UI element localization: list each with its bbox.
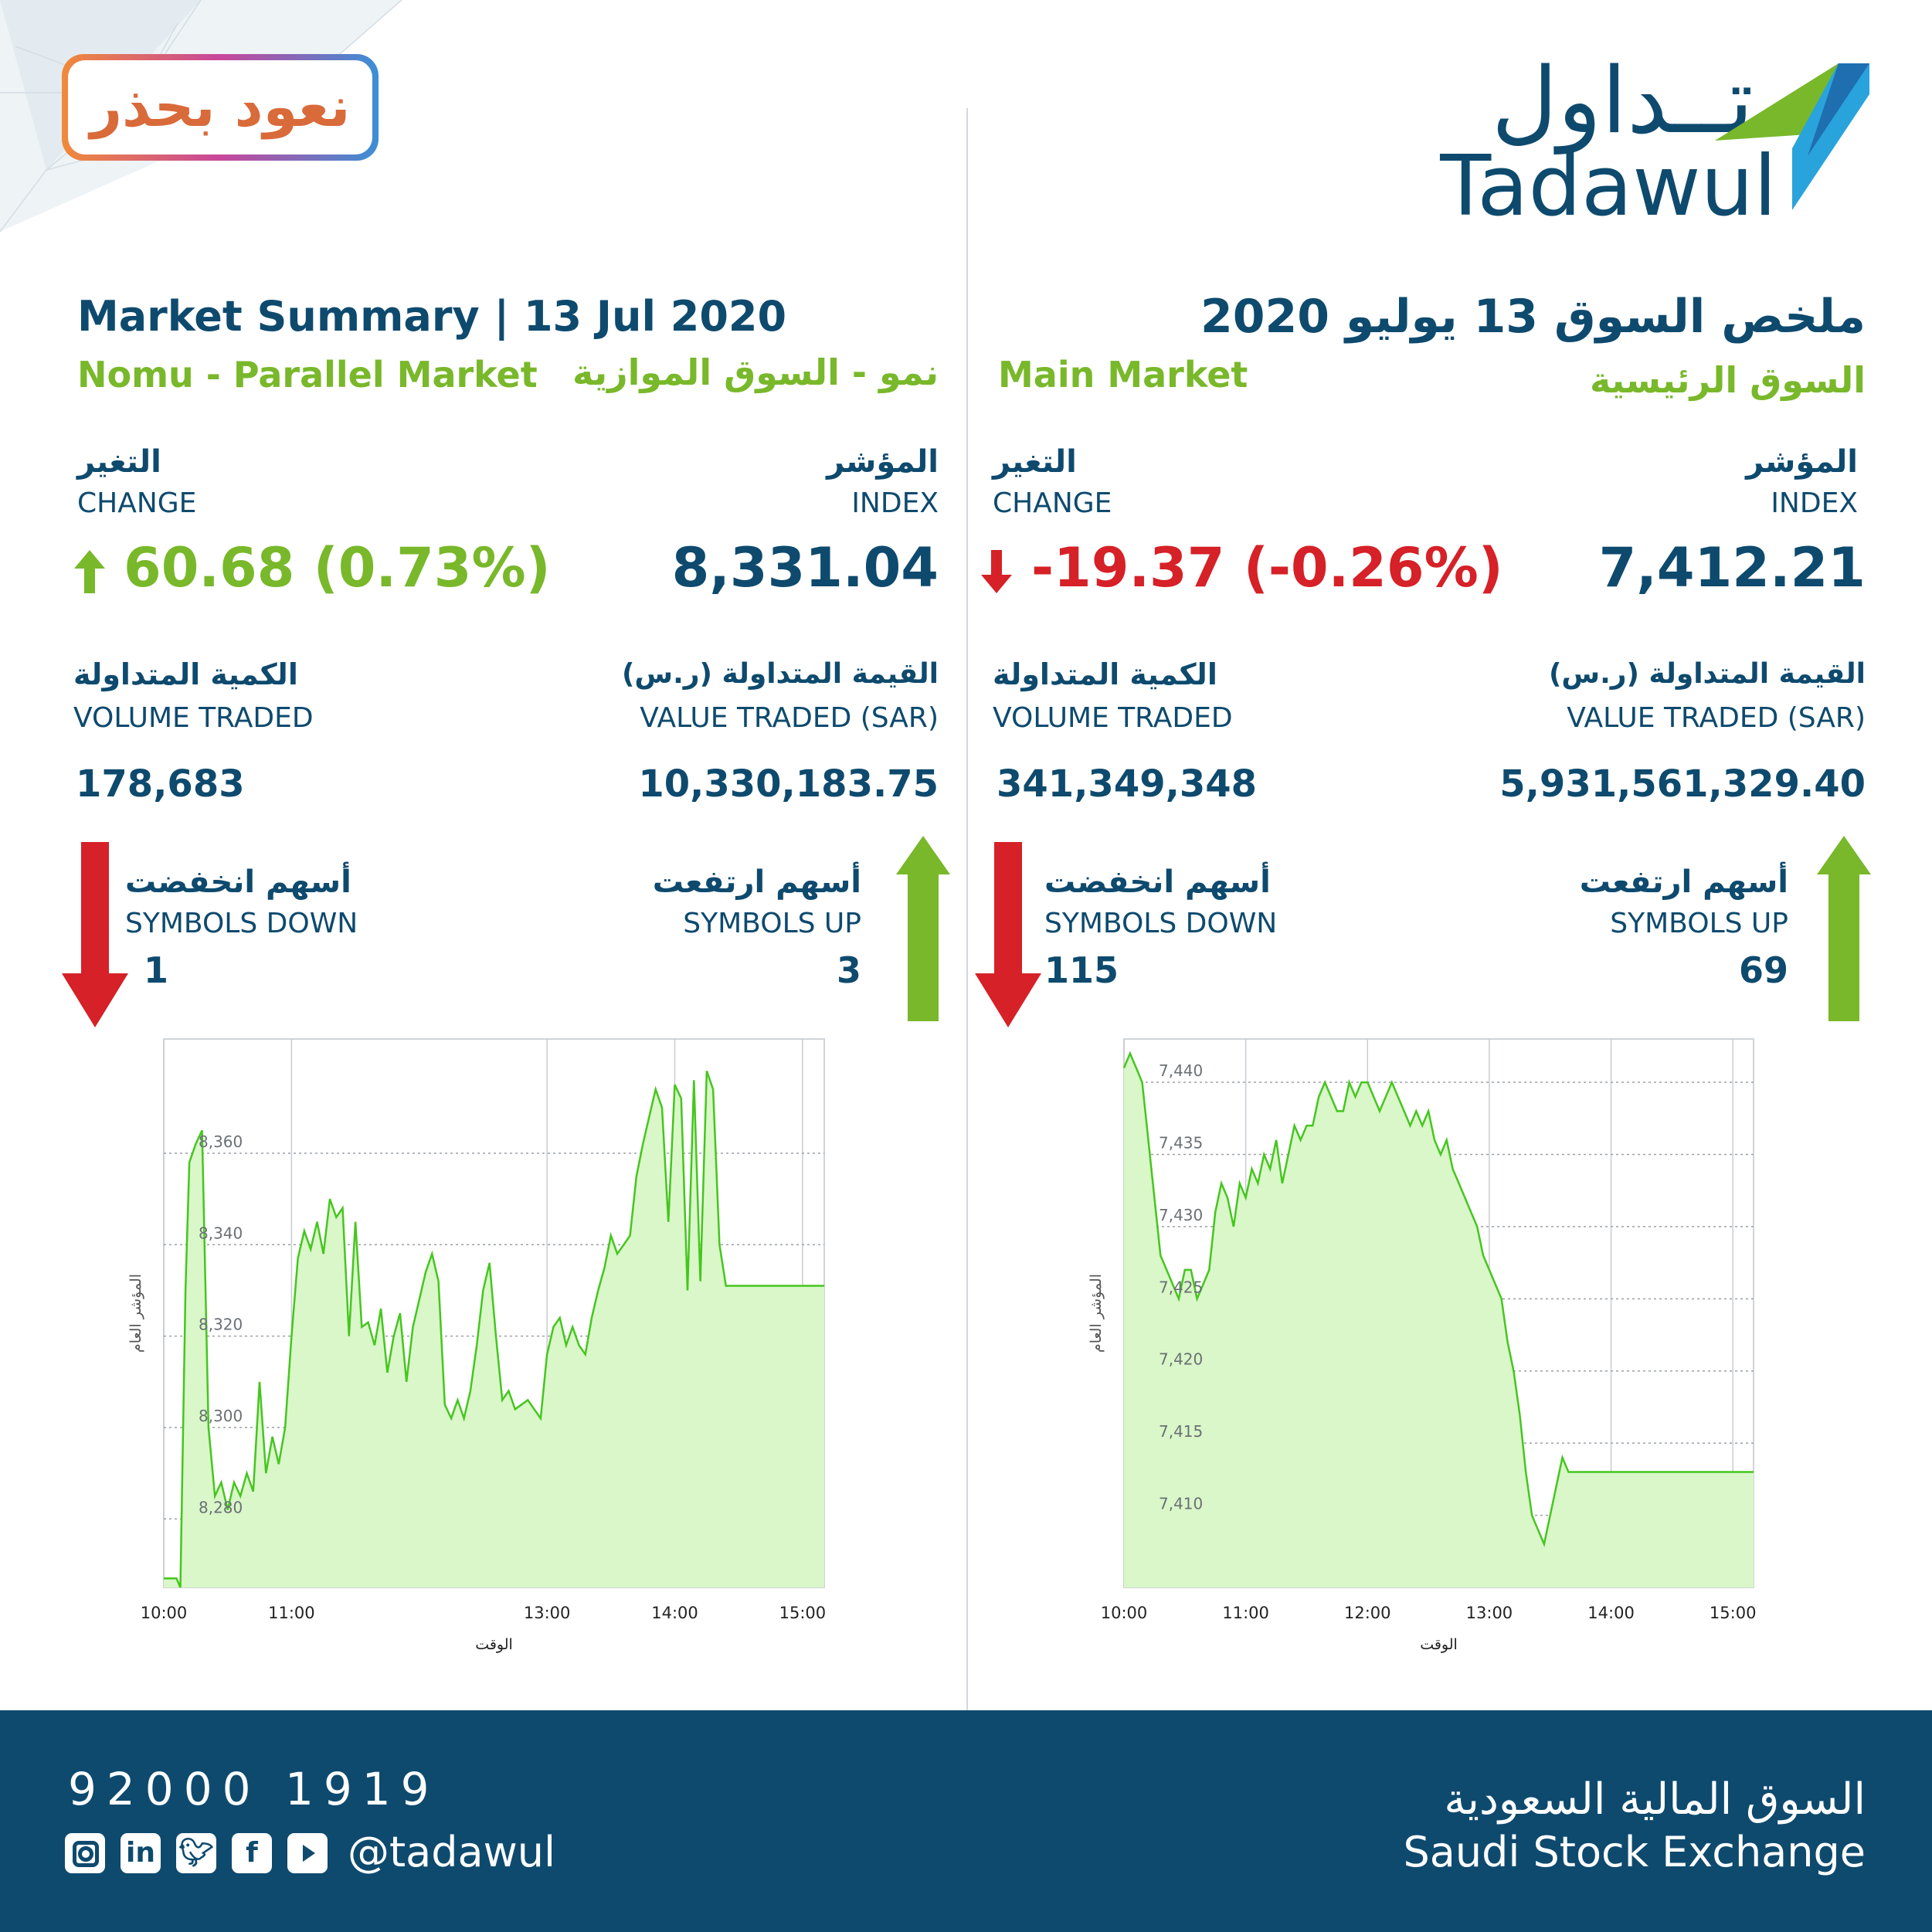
main-index-label-en: INDEX [1771,487,1858,519]
chart-xtick-label: 14:00 [651,1604,698,1622]
summary-title-en: Market Summary | 13 Jul 2020 [77,292,787,341]
parallel-change-label-en: CHANGE [77,487,197,519]
chart-ytick-label: 7,425 [1159,1278,1203,1296]
chart-ytick-label: 8,320 [199,1316,243,1334]
main-change-down-arrow-icon [981,550,1012,593]
parallel-symbols-down-value: 1 [144,949,169,991]
parallel-symbols-down-label-ar: أسهم انخفضت [125,864,351,900]
main-change-label-ar: التغير [993,444,1077,480]
parallel-symbols-up-arrow-icon [896,836,950,1021]
parallel-market-title-en: Nomu - Parallel Market [77,354,538,396]
chart-ytick-label: 7,435 [1159,1133,1203,1152]
main-value-label-en: VALUE TRADED (SAR) [1567,702,1866,734]
footer-phone: 92000 1919 [68,1763,440,1815]
main-symbols-down-label-ar: أسهم انخفضت [1044,864,1271,900]
parallel-market-title-ar: نمو - السوق الموازية [572,351,939,393]
chart-xtick-label: 13:00 [1466,1604,1513,1622]
summary-title-ar: ملخص السوق 13 يوليو 2020 [1200,290,1866,344]
main-value-label-ar: القيمة المتداولة (ر.س) [1548,658,1866,690]
main-symbols-up-value: 69 [1738,949,1788,991]
parallel-volume-label-en: VOLUME TRADED [73,702,314,734]
main-market-title-ar: السوق الرئيسية [1589,359,1866,401]
chart-xtick-label: 13:00 [524,1604,571,1622]
chart-ylabel: المؤشر العام [127,1274,144,1353]
main-market-title-en: Main Market [998,354,1248,396]
parallel-index-label-ar: المؤشر [827,444,939,480]
chart-ytick-label: 7,430 [1159,1206,1203,1224]
main-volume-label-ar: الكمية المتداولة [993,657,1217,691]
chart-series-line [164,1070,824,1588]
main-symbols-up-label-en: SYMBOLS UP [1610,908,1788,939]
chart-xtick-label: 15:00 [779,1604,827,1622]
center-divider [966,108,968,1711]
chart-area-fill [1124,1053,1754,1587]
chart-xtick-label: 11:00 [268,1604,315,1622]
chart-ytick-label: 7,420 [1159,1350,1203,1369]
chart-xtick-label: 10:00 [141,1604,188,1622]
parallel-symbols-up-value: 3 [836,949,861,991]
chart-ytick-label: 7,415 [1159,1422,1203,1441]
parallel-symbols-up-label-ar: أسهم ارتفعت [652,864,861,900]
chart-xtick-label: 10:00 [1101,1604,1148,1622]
chart-xtick-label: 11:00 [1222,1604,1269,1622]
parallel-value-label-en: VALUE TRADED (SAR) [640,702,939,734]
campaign-text: نعود بحذر [90,74,351,139]
chart-series-line [1122,1051,1754,1548]
parallel-value-value: 10,330,183.75 [638,762,939,806]
parallel-index-label-en: INDEX [851,487,939,519]
parallel-change-up-arrow-icon [74,550,105,593]
campaign-badge: نعود بحذر [62,54,379,161]
chart-xtick-label: 15:00 [1710,1604,1757,1622]
footer-bar [0,1710,1932,1932]
parallel-index-chart: 8,280 8,300 8,320 8,340 8,360 10:00 11:00 13:00… [127,1038,827,1653]
parallel-symbols-down-label-en: SYMBOLS DOWN [125,908,358,939]
chart-ytick-label: 8,360 [199,1132,243,1151]
chart-ytick-label: 8,340 [199,1224,243,1242]
chart-xlabel: الوقت [1420,1636,1458,1653]
main-symbols-up-label-ar: أسهم ارتفعت [1579,864,1788,900]
main-symbols-down-label-en: SYMBOLS DOWN [1044,908,1278,939]
main-change-label-en: CHANGE [993,487,1112,519]
parallel-volume-value: 178,683 [76,762,245,806]
instagram-icon[interactable] [65,1833,105,1873]
parallel-volume-label-ar: الكمية المتداولة [73,657,298,691]
main-value-value: 5,931,561,329.40 [1499,762,1866,806]
linkedin-icon[interactable]: in [121,1833,161,1873]
chart-xtick-label: 12:00 [1344,1604,1391,1622]
main-symbols-down-arrow-icon [975,842,1041,1027]
chart-ytick-label: 7,440 [1159,1061,1203,1080]
main-index-value: 7,412.21 [1598,536,1866,599]
chart-ylabel: المؤشر العام [1088,1274,1105,1353]
main-volume-label-en: VOLUME TRADED [993,702,1233,734]
chart-area-fill [164,1071,824,1587]
footer-exchange-name-en: Saudi Stock Exchange [1403,1828,1866,1876]
logo-latin: Tadawul [1440,138,1777,235]
footer-exchange-name-ar: السوق المالية السعودية [1444,1774,1866,1825]
footer-social-handle[interactable]: @tadawul [348,1828,556,1876]
parallel-index-value: 8,331.04 [671,536,939,599]
parallel-symbols-up-label-en: SYMBOLS UP [683,908,861,939]
main-symbols-up-arrow-icon [1817,836,1871,1021]
main-index-chart: 7,410 7,415 7,420 7,425 7,430 7,435 7,440 10:00… [1088,1038,1757,1653]
chart-ytick-label: 8,280 [199,1498,243,1516]
parallel-symbols-down-arrow-icon [62,842,128,1027]
decorative-network-graphic [0,0,402,233]
parallel-value-label-ar: القيمة المتداولة (ر.س) [621,658,939,690]
chart-ytick-label: 7,410 [1159,1495,1203,1513]
facebook-icon[interactable]: f [232,1833,272,1873]
parallel-change-value: 60.68 (0.73%) [124,536,551,599]
chart-xtick-label: 14:00 [1587,1604,1635,1622]
main-index-label-ar: المؤشر [1746,444,1858,480]
main-volume-value: 341,349,348 [997,762,1258,806]
youtube-icon[interactable] [287,1833,328,1873]
chart-xlabel: الوقت [475,1636,513,1653]
logo-arabic: تــداول [1491,47,1754,154]
logo-mark-icon [1715,63,1869,210]
main-change-value: -19.37 (-0.26%) [1031,536,1503,599]
main-symbols-down-value: 115 [1044,949,1119,991]
parallel-change-label-ar: التغير [77,444,161,480]
twitter-icon[interactable]: 🐦︎ [176,1833,216,1873]
chart-ytick-label: 8,300 [199,1407,243,1425]
